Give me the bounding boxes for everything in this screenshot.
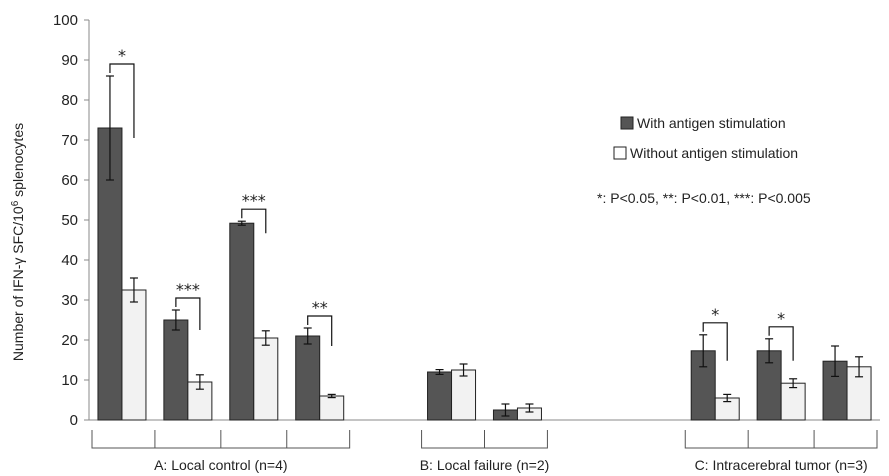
legend-label: Without antigen stimulation <box>630 145 798 161</box>
significance-stars: *** <box>176 280 200 299</box>
y-tick-label: 90 <box>61 52 78 69</box>
legend-label: With antigen stimulation <box>637 115 786 131</box>
group-label: C: Intracerebral tumor (n=3) <box>695 457 868 473</box>
significance-bracket <box>241 208 267 234</box>
y-tick-label: 60 <box>61 172 78 189</box>
significance-bracket <box>175 297 201 330</box>
bar-with-antigen <box>427 371 453 421</box>
y-tick-label: 100 <box>53 12 78 29</box>
significance-stars: * <box>777 309 785 328</box>
significance-bracket <box>702 322 728 361</box>
significance-note: *: P<0.05, **: P<0.01, ***: P<0.005 <box>597 190 811 206</box>
significance-stars: ** <box>312 298 328 317</box>
y-tick-label: 0 <box>70 412 78 429</box>
group-label: B: Local failure (n=2) <box>420 457 550 473</box>
bar-with-antigen <box>163 319 189 421</box>
significance-stars: * <box>118 46 126 65</box>
group-bracket <box>684 430 878 449</box>
y-axis-label-prefix: Number of IFN-γ SFC/10 <box>10 206 26 361</box>
y-tick-label: 40 <box>61 252 78 269</box>
y-tick-label: 20 <box>61 332 78 349</box>
significance-bracket <box>768 326 794 361</box>
significance-stars: *** <box>242 191 266 210</box>
y-tick-label: 50 <box>61 212 78 229</box>
y-axis-label-suffix: splenocytes <box>10 123 26 201</box>
y-axis-label-superscript: 6 <box>10 200 21 206</box>
y-axis-label: Number of IFN-γ SFC/106 splenocytes <box>10 123 27 361</box>
legend-swatch <box>620 116 634 130</box>
significance-bracket <box>307 315 333 346</box>
y-tick-label: 70 <box>61 132 78 149</box>
bar-without-antigen <box>451 369 477 421</box>
significance-stars: * <box>711 305 719 324</box>
bar-without-antigen <box>319 395 345 421</box>
bar-with-antigen <box>229 222 255 421</box>
bar-without-antigen <box>253 337 279 421</box>
legend-swatch <box>613 146 627 160</box>
y-tick-label: 80 <box>61 92 78 109</box>
bar-with-antigen <box>295 335 321 421</box>
significance-bracket <box>109 63 135 138</box>
group-label: A: Local control (n=4) <box>154 457 287 473</box>
bar-without-antigen <box>121 289 147 421</box>
y-tick-label: 10 <box>61 372 78 389</box>
y-tick-label: 30 <box>61 292 78 309</box>
bar-without-antigen <box>780 382 806 421</box>
